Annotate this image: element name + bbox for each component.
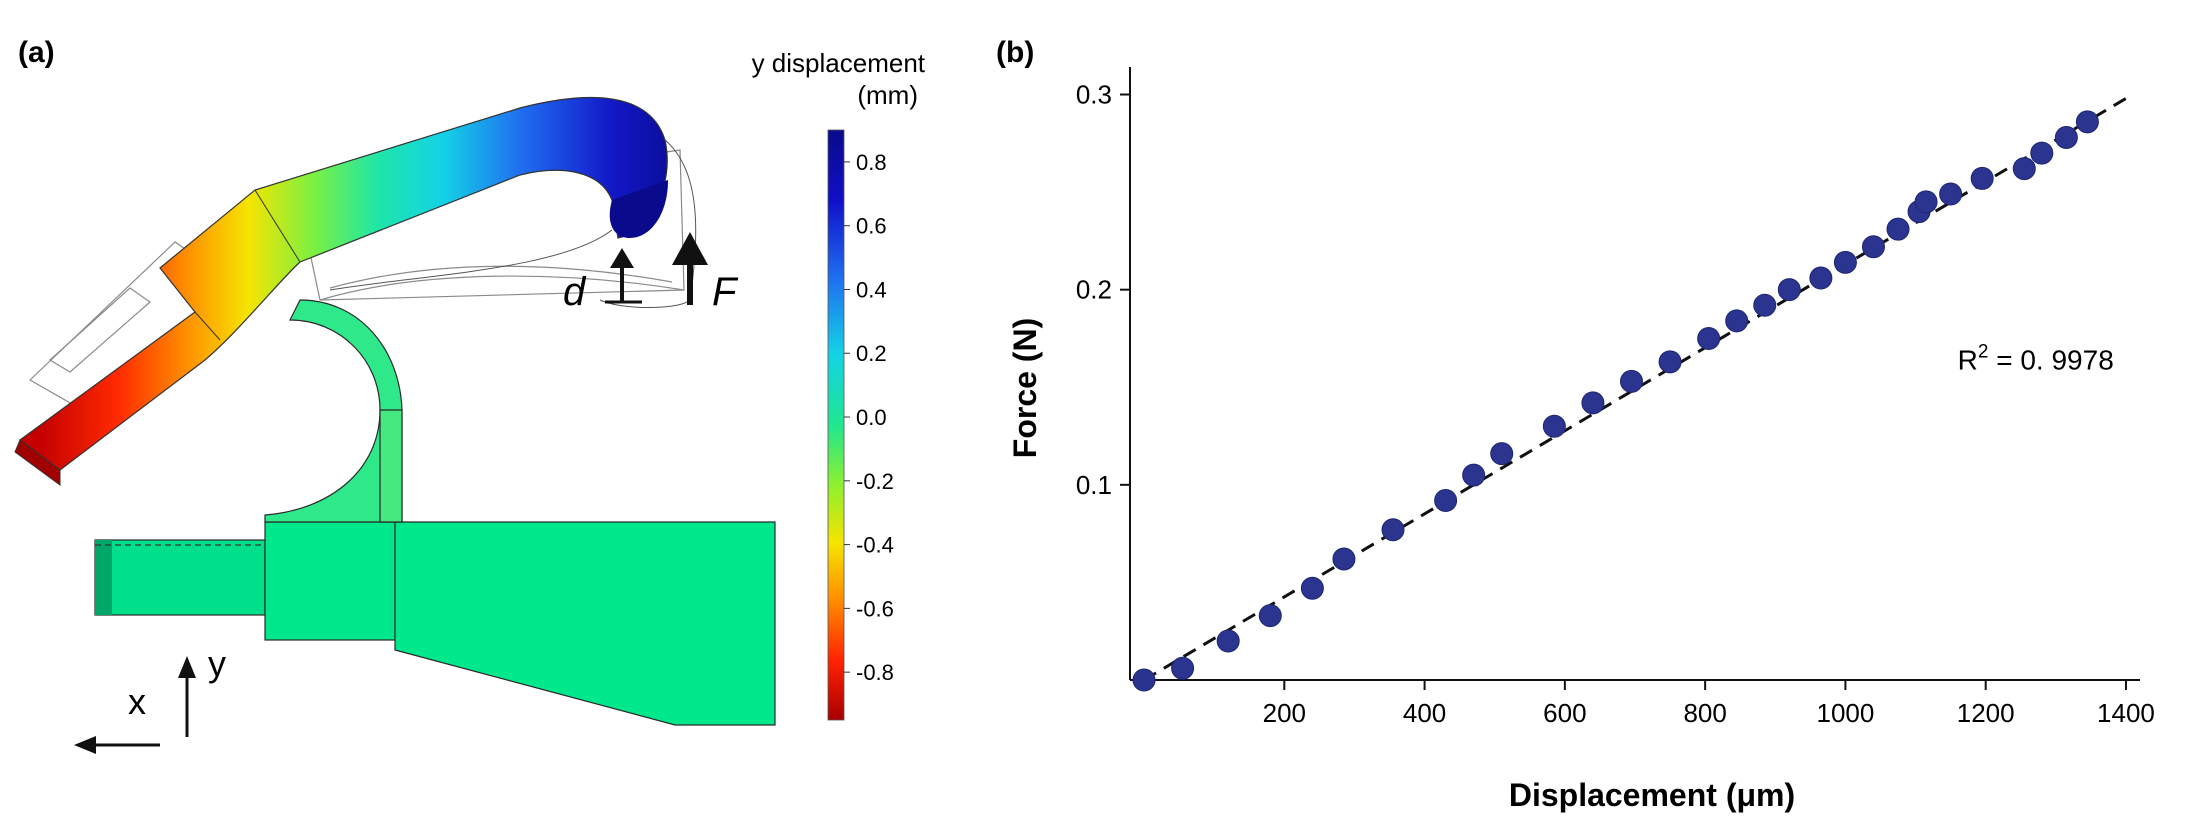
- data-point: [1777, 278, 1801, 302]
- data-point: [1581, 391, 1605, 415]
- y-axis-title: Force (N): [1007, 318, 1043, 458]
- x-tick-label: 800: [1683, 698, 1726, 728]
- d-label: d: [563, 270, 587, 314]
- data-point: [1619, 369, 1643, 393]
- displacement-annotation: d: [563, 248, 642, 314]
- data-point: [1542, 414, 1566, 438]
- x-tick-label: 400: [1403, 698, 1446, 728]
- colorbar-tick-label: -0.8: [856, 660, 894, 685]
- colorbar-ticks: 0.8 0.6 0.4 0.2 0.0 -0.2 -0.4 -0.6 -0.8: [844, 150, 894, 685]
- r-squared-annotation: R2 = 0. 9978: [1958, 342, 2114, 376]
- colorbar-tick-label: -0.6: [856, 596, 894, 621]
- data-point: [1381, 518, 1405, 542]
- colorbar-tick-label: 0.6: [856, 214, 887, 239]
- data-point: [1171, 656, 1195, 680]
- fem-model: d F: [14, 96, 776, 726]
- coordinate-axes: y x: [74, 643, 226, 754]
- x-tick-label: 600: [1543, 698, 1586, 728]
- panel-a: (a): [14, 36, 926, 754]
- data-point: [1434, 488, 1458, 512]
- colorbar-tick-label: -0.4: [856, 533, 894, 558]
- colorbar: y displacement (mm) 0.8 0.6 0.4 0.2 0.0 -0.2 -…: [752, 48, 926, 721]
- f-label: F: [712, 270, 739, 314]
- data-point: [1132, 668, 1156, 692]
- data-point: [1658, 350, 1682, 374]
- force-annotation: F: [672, 232, 739, 314]
- colorbar-title-1: y displacement: [752, 48, 926, 78]
- data-point: [1914, 190, 1938, 214]
- data-point: [1809, 266, 1833, 290]
- colorbar-tick-label: 0.0: [856, 405, 887, 430]
- y-tick-label: 0.3: [1076, 80, 1112, 110]
- panel-b: (b) 200 400 600 800 1000 1200 1400 0.1 0.2 0.3 Di…: [996, 36, 2155, 813]
- data-point: [2012, 157, 2036, 181]
- colorbar-tick-label: 0.2: [856, 341, 887, 366]
- data-point: [1697, 326, 1721, 350]
- x-tick-label: 1000: [1816, 698, 1874, 728]
- y-axis-label: y: [208, 643, 226, 684]
- x-axis-title: Displacement (μm): [1509, 777, 1795, 813]
- data-point: [1861, 235, 1885, 259]
- colorbar-tick-label: -0.2: [856, 469, 894, 494]
- colorbar-gradient: [827, 129, 845, 721]
- data-point: [1300, 576, 1324, 600]
- chart-axes: 200 400 600 800 1000 1200 1400 0.1 0.2 0.3: [1076, 67, 2155, 728]
- x-tick-label: 200: [1263, 698, 1306, 728]
- data-point: [1939, 182, 1963, 206]
- deformed-beam: [14, 96, 668, 486]
- data-point: [1490, 442, 1514, 466]
- data-point: [1332, 547, 1356, 571]
- data-point: [1725, 309, 1749, 333]
- x-axis-label: x: [128, 681, 146, 722]
- data-point: [2054, 125, 2078, 149]
- data-point: [1216, 629, 1240, 653]
- data-point: [1970, 166, 1994, 190]
- x-tick-label: 1200: [1957, 698, 2015, 728]
- data-point: [1258, 604, 1282, 628]
- beam-arm: [18, 96, 668, 471]
- data-point: [1462, 463, 1486, 487]
- colorbar-title-2: (mm): [857, 80, 918, 110]
- panel-b-label: (b): [996, 36, 1034, 69]
- x-tick-label: 1400: [2097, 698, 2155, 728]
- data-point: [1886, 217, 1910, 241]
- data-point: [2030, 141, 2054, 165]
- panel-a-label: (a): [18, 36, 55, 69]
- data-point: [2075, 110, 2099, 134]
- data-points: [1132, 110, 2099, 692]
- base-structure: [94, 521, 776, 726]
- data-point: [1753, 293, 1777, 317]
- y-tick-label: 0.2: [1076, 275, 1112, 305]
- colorbar-tick-label: 0.4: [856, 277, 887, 302]
- data-point: [1833, 250, 1857, 274]
- y-tick-label: 0.1: [1076, 470, 1112, 500]
- colorbar-tick-label: 0.8: [856, 150, 887, 175]
- flexure-hinge: [264, 299, 403, 523]
